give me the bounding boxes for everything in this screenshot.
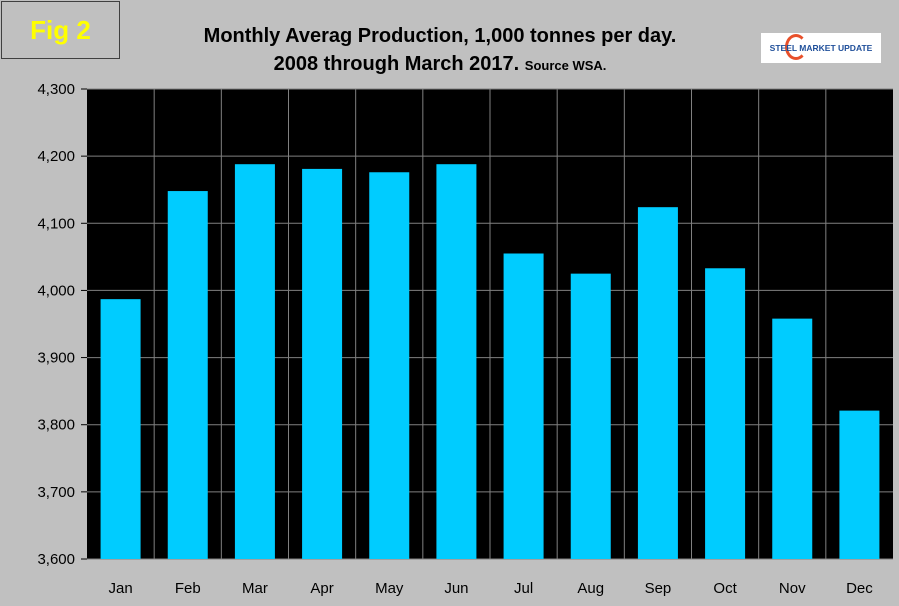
bar-nov xyxy=(772,318,813,559)
y-tick-label: 4,300 xyxy=(37,81,75,98)
bar-aug xyxy=(570,273,611,559)
title-line: Monthly Averag Production, 1,000 tonnes … xyxy=(203,25,677,47)
x-tick-label: Aug xyxy=(577,580,604,597)
x-tick-label: Nov xyxy=(779,580,806,597)
bar-jan xyxy=(100,299,141,559)
y-tick-label: 4,200 xyxy=(37,148,75,165)
bar-feb xyxy=(167,191,208,560)
bar-jul xyxy=(503,253,544,559)
source-note: Source WSA. xyxy=(524,58,607,73)
steel-market-update-logo: STEEL MARKET UPDATE xyxy=(761,33,881,63)
x-tick-label: Mar xyxy=(242,580,268,597)
bar-jun xyxy=(436,164,477,559)
subtitle: 2008 through March 2017. xyxy=(273,53,520,75)
bar-may xyxy=(369,172,410,559)
y-tick-label: 3,700 xyxy=(37,484,75,501)
x-tick-label: Sep xyxy=(645,580,672,597)
x-tick-label: Jul xyxy=(514,580,533,597)
x-tick-label: Jan xyxy=(108,580,132,597)
x-tick-label: Dec xyxy=(846,580,873,597)
bar-mar xyxy=(234,164,275,559)
y-tick-label: 4,000 xyxy=(37,282,75,299)
y-tick-label: 3,900 xyxy=(37,350,75,367)
figure-label: Fig 2 xyxy=(1,1,120,59)
x-tick-label: May xyxy=(375,580,404,597)
bar-sep xyxy=(637,207,678,559)
bar-apr xyxy=(302,168,343,559)
bar-oct xyxy=(705,268,746,559)
x-tick-label: Jun xyxy=(444,580,468,597)
y-tick-label: 4,100 xyxy=(37,215,75,232)
x-tick-label: Apr xyxy=(310,580,333,597)
y-tick-label: 3,600 xyxy=(37,551,75,568)
x-tick-label: Oct xyxy=(713,580,737,597)
bar-dec xyxy=(839,410,880,559)
y-tick-label: 3,800 xyxy=(37,417,75,434)
chart-title: Monthly Averag Production, 1,000 tonnes … xyxy=(150,22,730,80)
x-tick-label: Feb xyxy=(175,580,201,597)
